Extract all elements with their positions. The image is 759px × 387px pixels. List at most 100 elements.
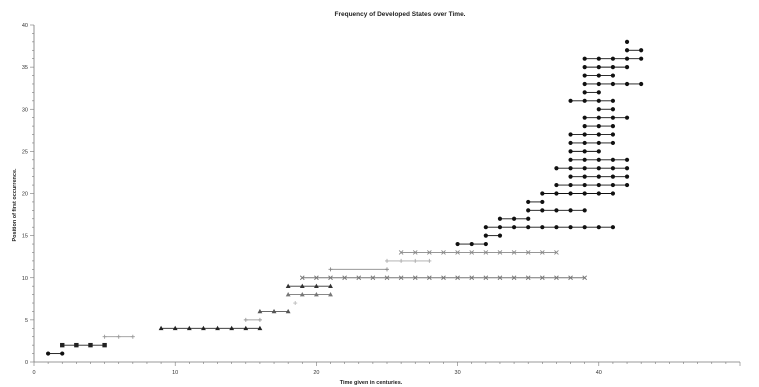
data-point <box>624 157 630 162</box>
data-point <box>624 56 630 61</box>
y-tick-label: 5 <box>25 318 28 324</box>
data-point <box>398 275 404 281</box>
series <box>568 140 616 146</box>
data-point <box>88 342 93 348</box>
data-point <box>427 250 432 255</box>
data-point <box>328 283 333 288</box>
data-point <box>554 191 559 196</box>
series <box>582 65 630 70</box>
data-point <box>554 275 559 281</box>
series <box>158 325 263 331</box>
data-point <box>639 56 644 61</box>
data-point <box>455 241 460 247</box>
data-point <box>582 140 587 146</box>
data-point <box>540 191 545 196</box>
series <box>624 39 630 44</box>
data-point <box>582 182 587 188</box>
data-point <box>582 56 587 61</box>
data-point <box>624 65 630 70</box>
data-point <box>483 241 488 247</box>
data-point <box>385 258 389 263</box>
y-tick-label: 0 <box>25 360 28 366</box>
data-point <box>568 166 573 171</box>
data-point <box>610 182 616 188</box>
data-point <box>497 216 503 221</box>
series <box>497 216 531 221</box>
data-point <box>610 166 616 171</box>
data-point <box>497 250 503 255</box>
data-point <box>314 283 319 288</box>
data-point <box>610 107 616 112</box>
series <box>554 166 630 171</box>
data-point <box>596 107 601 112</box>
data-point <box>568 174 573 179</box>
data-point <box>201 325 206 331</box>
data-point <box>554 166 559 171</box>
data-point <box>370 275 376 281</box>
series <box>582 81 644 87</box>
data-point <box>582 124 587 129</box>
series <box>102 334 135 339</box>
series <box>540 191 616 196</box>
data-point <box>624 39 630 44</box>
series <box>60 342 107 348</box>
series <box>582 73 616 78</box>
data-point <box>582 115 587 120</box>
data-point <box>243 325 249 331</box>
data-point <box>399 258 404 263</box>
data-point <box>610 115 616 120</box>
data-point <box>257 308 263 314</box>
data-point <box>511 250 517 255</box>
data-point <box>582 81 587 87</box>
data-point <box>469 250 475 255</box>
data-point <box>526 208 531 213</box>
series <box>568 149 601 154</box>
data-point <box>328 267 333 272</box>
data-point <box>610 174 616 179</box>
series <box>568 157 630 162</box>
data-point <box>639 81 644 87</box>
data-point <box>596 115 601 120</box>
data-point <box>596 157 601 162</box>
data-point <box>483 275 489 281</box>
data-point <box>568 225 573 230</box>
data-point <box>328 275 333 281</box>
data-point <box>328 292 333 297</box>
data-point <box>596 191 601 196</box>
x-tick-label: 0 <box>32 370 35 376</box>
data-point <box>610 191 616 196</box>
series <box>293 301 298 306</box>
data-point <box>483 233 488 238</box>
data-point <box>582 65 587 70</box>
data-point <box>610 132 616 137</box>
data-point <box>639 48 644 53</box>
data-point <box>525 275 531 281</box>
data-point <box>441 250 446 255</box>
data-point <box>342 275 347 281</box>
data-point <box>455 275 460 281</box>
data-point <box>596 98 601 103</box>
data-point <box>596 225 601 230</box>
series <box>554 182 630 188</box>
data-point <box>293 301 298 306</box>
data-point <box>314 275 319 281</box>
series <box>398 250 559 255</box>
y-tick-label: 40 <box>22 23 28 29</box>
data-point <box>215 325 220 331</box>
data-point <box>412 250 418 255</box>
series <box>483 233 503 238</box>
data-point <box>582 73 587 78</box>
y-tick-label: 10 <box>22 276 28 282</box>
data-point <box>582 98 587 103</box>
series <box>285 292 333 297</box>
x-tick-label: 10 <box>172 370 178 376</box>
data-point <box>483 250 489 255</box>
series <box>568 174 630 179</box>
data-point <box>582 275 587 281</box>
data-point <box>610 81 616 87</box>
data-point <box>525 250 531 255</box>
series <box>285 283 333 288</box>
data-point <box>596 174 601 179</box>
data-point <box>596 132 601 137</box>
data-point <box>568 149 573 154</box>
